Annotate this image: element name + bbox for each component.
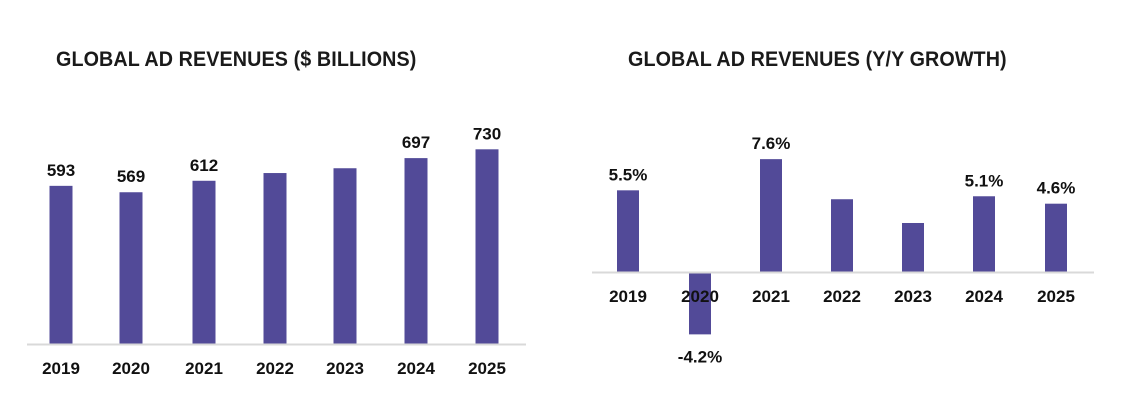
bar-2020 — [689, 272, 711, 335]
data-label-2024: 5.1% — [965, 171, 1004, 190]
x-tick-label-2024: 2024 — [397, 359, 435, 378]
data-label-2019: 5.5% — [609, 165, 648, 184]
data-label-2021: 612 — [190, 156, 218, 175]
x-tick-label-2020: 2020 — [681, 287, 719, 306]
x-tick-label-2023: 2023 — [894, 287, 932, 306]
growth-bar-chart: 5.5% -4.2% 7.6% 5.1% 4.6% 2019 2020 2021 2022 202… — [592, 134, 1094, 366]
x-tick-label-2022: 2022 — [256, 359, 294, 378]
bar-2025 — [1045, 203, 1067, 272]
x-tick-label-2024: 2024 — [965, 287, 1003, 306]
data-label-2020: -4.2% — [678, 347, 722, 366]
bar-2019 — [617, 190, 639, 272]
revenue-bar-chart: 593 569 612 697 730 2019 2020 2021 2022 2023 2024 2… — [27, 124, 526, 378]
x-tick-label-2019: 2019 — [42, 359, 80, 378]
bar-2022 — [263, 173, 287, 344]
data-label-2025: 4.6% — [1037, 179, 1076, 198]
x-tick-label-2021: 2021 — [185, 359, 223, 378]
data-label-2021: 7.6% — [752, 134, 791, 153]
data-label-2020: 569 — [117, 167, 145, 186]
data-label-2024: 697 — [402, 133, 430, 152]
x-tick-label-2020: 2020 — [112, 359, 150, 378]
x-tick-label-2021: 2021 — [752, 287, 790, 306]
bar-2022 — [831, 199, 853, 272]
bar-2020 — [119, 192, 143, 344]
data-label-2025: 730 — [473, 124, 501, 143]
x-tick-label-2022: 2022 — [823, 287, 861, 306]
x-tick-label-2019: 2019 — [609, 287, 647, 306]
bar-2023 — [902, 222, 924, 272]
bar-2025 — [475, 149, 499, 344]
bar-2021 — [192, 180, 216, 344]
x-tick-label-2023: 2023 — [326, 359, 364, 378]
bar-2019 — [49, 185, 73, 344]
x-tick-label-2025: 2025 — [468, 359, 506, 378]
chart-title-growth: GLOBAL AD REVENUES (Y/Y GROWTH) — [628, 48, 1007, 71]
bar-2024 — [404, 158, 428, 344]
x-tick-label-2025: 2025 — [1037, 287, 1075, 306]
bar-2024 — [973, 196, 995, 272]
data-label-2019: 593 — [47, 161, 75, 180]
chart-title-revenue: GLOBAL AD REVENUES ($ BILLIONS) — [56, 48, 417, 71]
bar-2021 — [760, 159, 782, 272]
bar-2023 — [333, 168, 357, 344]
